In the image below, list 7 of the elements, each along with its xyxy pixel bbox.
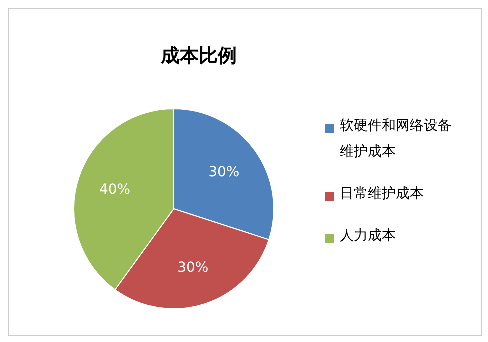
data-label: 30% xyxy=(178,260,209,276)
legend-label: 人力成本 xyxy=(340,227,396,246)
legend-label: 软硬件和网络设备维护成本 xyxy=(340,117,453,162)
legend-label: 日常维护成本 xyxy=(340,185,424,204)
chart-title: 成本比例 xyxy=(160,44,238,69)
data-label: 30% xyxy=(208,164,240,181)
data-label: 40% xyxy=(99,182,131,198)
